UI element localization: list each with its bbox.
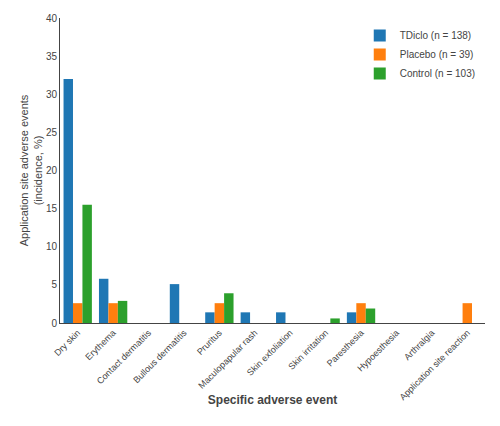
svg-text:Pruritus: Pruritus <box>195 327 224 356</box>
svg-text:30: 30 <box>46 89 58 100</box>
svg-text:Hypoesthesia: Hypoesthesia <box>355 328 401 374</box>
svg-text:Bullous dermatitis: Bullous dermatitis <box>131 327 189 385</box>
svg-text:Placebo (n = 39): Placebo (n = 39) <box>400 49 474 60</box>
svg-text:Arthralgia: Arthralgia <box>402 328 436 362</box>
svg-text:Specific adverse event: Specific adverse event <box>208 393 337 407</box>
svg-text:15: 15 <box>46 203 58 214</box>
svg-text:35: 35 <box>46 51 58 62</box>
svg-text:0: 0 <box>51 318 57 329</box>
svg-text:Maculopapular rash: Maculopapular rash <box>196 328 259 391</box>
svg-text:Skin exfoliation: Skin exfoliation <box>245 328 295 378</box>
svg-text:20: 20 <box>46 165 58 176</box>
svg-text:Contact dermatitis: Contact dermatitis <box>95 327 154 386</box>
svg-text:Application site reaction: Application site reaction <box>398 328 472 402</box>
svg-text:40: 40 <box>46 13 58 24</box>
svg-text:TDiclo (n = 138): TDiclo (n = 138) <box>400 30 471 41</box>
svg-text:5: 5 <box>51 279 57 290</box>
svg-text:10: 10 <box>46 241 58 252</box>
svg-text:Application site adverse event: Application site adverse events(incidenc… <box>18 94 44 246</box>
svg-text:Control (n = 103): Control (n = 103) <box>400 68 475 79</box>
svg-text:25: 25 <box>46 127 58 138</box>
svg-text:Erythema: Erythema <box>83 328 117 362</box>
svg-text:Skin irritation: Skin irritation <box>286 328 330 372</box>
svg-text:Dry skin: Dry skin <box>52 328 82 358</box>
svg-text:Paresthesia: Paresthesia <box>325 328 366 369</box>
